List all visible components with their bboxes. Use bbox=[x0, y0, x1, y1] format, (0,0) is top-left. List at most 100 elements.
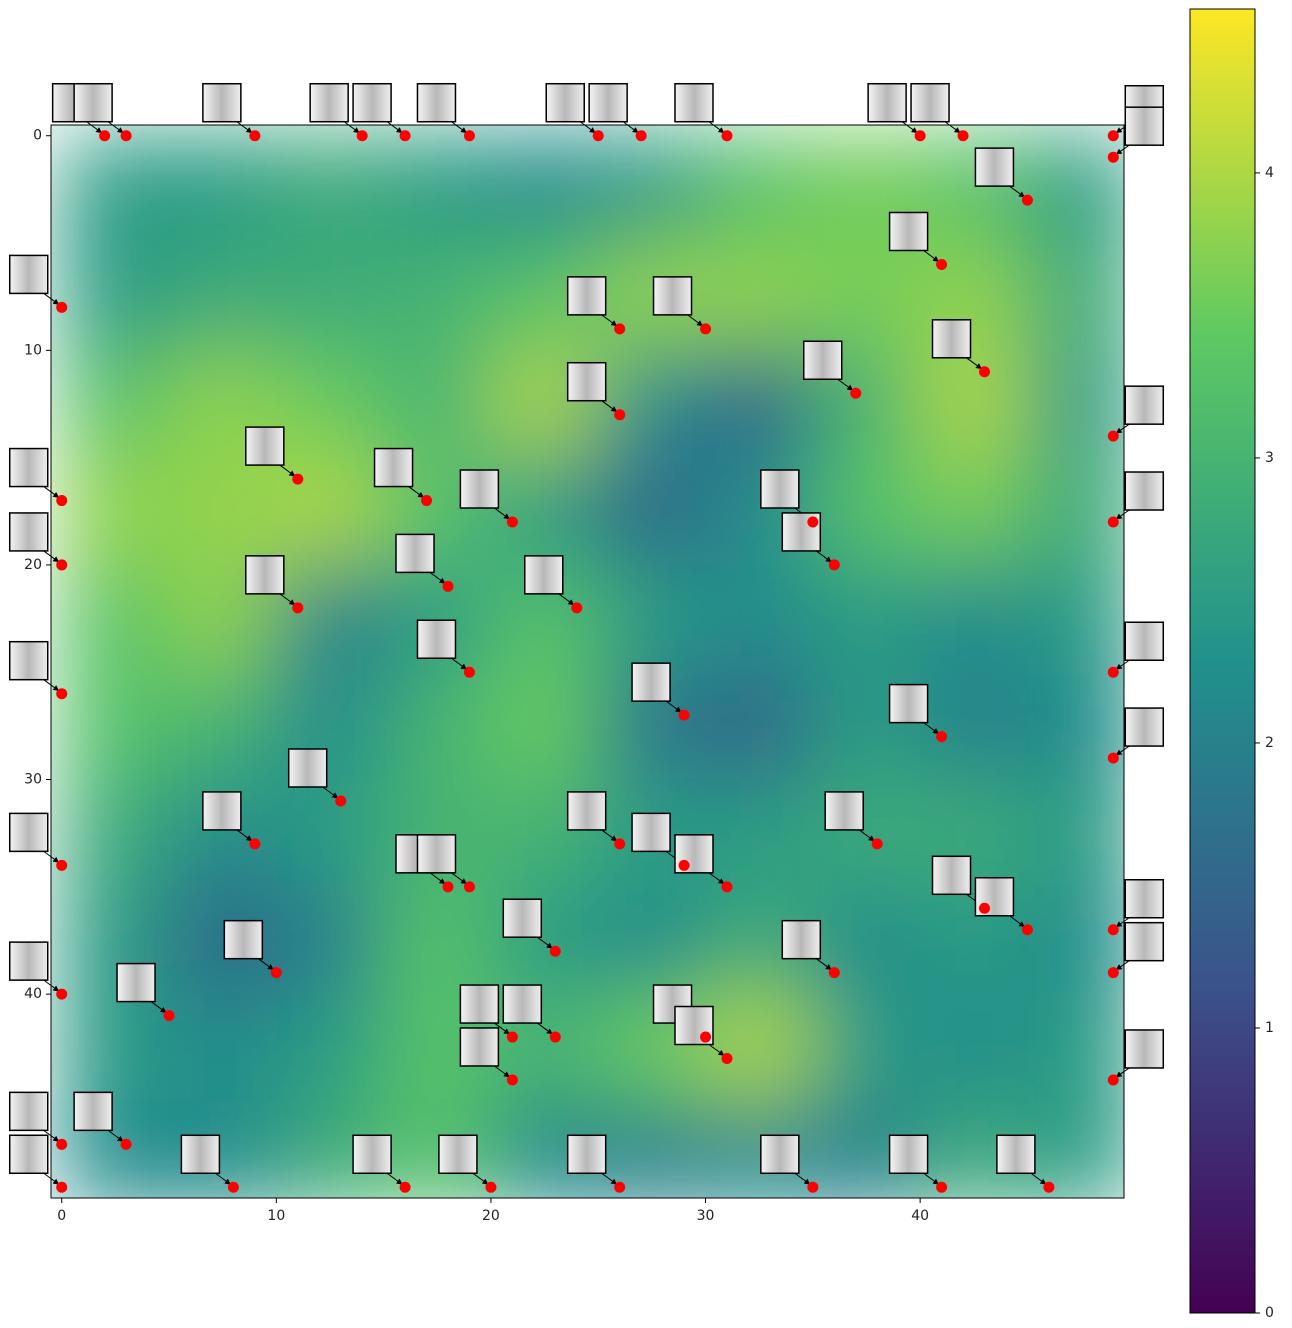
contour-cell bbox=[1026, 993, 1135, 1102]
contour-cell bbox=[1026, 564, 1135, 673]
contour-cell bbox=[812, 564, 921, 673]
contour-cell bbox=[1026, 135, 1135, 244]
thumbnail bbox=[890, 212, 928, 250]
point bbox=[1043, 1182, 1054, 1193]
contour-cell bbox=[705, 671, 814, 780]
point bbox=[1108, 517, 1119, 528]
contour-cell bbox=[490, 457, 599, 566]
thumbnail bbox=[568, 363, 606, 401]
point bbox=[228, 1182, 239, 1193]
contour-cell bbox=[705, 135, 814, 244]
contour-cell bbox=[812, 993, 921, 1102]
contour-cell bbox=[919, 671, 1028, 780]
thumbnail bbox=[997, 1135, 1035, 1173]
point bbox=[56, 302, 67, 313]
contour-cell bbox=[61, 779, 170, 888]
contour-cell bbox=[275, 242, 384, 351]
contour-cell bbox=[919, 349, 1028, 458]
point bbox=[807, 1182, 818, 1193]
thumbnail bbox=[825, 792, 863, 830]
annotation-arrow bbox=[344, 122, 359, 133]
thumbnail bbox=[396, 534, 434, 572]
point bbox=[56, 860, 67, 871]
point bbox=[56, 559, 67, 570]
annotation-arrow bbox=[451, 122, 466, 133]
point bbox=[829, 559, 840, 570]
point bbox=[636, 130, 647, 141]
contour-cell bbox=[490, 135, 599, 244]
point bbox=[56, 989, 67, 1000]
contour-cell bbox=[1026, 671, 1135, 780]
point bbox=[550, 946, 561, 957]
y-tick-label: 40 bbox=[24, 986, 42, 1002]
contour-cell bbox=[597, 457, 706, 566]
contour-cell bbox=[275, 564, 384, 673]
contour-cell bbox=[1026, 779, 1135, 888]
point bbox=[829, 967, 840, 978]
point bbox=[979, 903, 990, 914]
thumbnail bbox=[181, 1135, 219, 1173]
thumbnail bbox=[10, 449, 48, 487]
point bbox=[1108, 130, 1119, 141]
colorbar-tick-label: 0 bbox=[1265, 1305, 1274, 1321]
point bbox=[400, 130, 411, 141]
point bbox=[721, 1053, 732, 1064]
point bbox=[1108, 967, 1119, 978]
contour-cell bbox=[61, 135, 170, 244]
contour-cell bbox=[168, 457, 277, 566]
contour-cell bbox=[61, 349, 170, 458]
thumbnail bbox=[568, 792, 606, 830]
y-tick-label: 20 bbox=[24, 557, 42, 573]
y-tick-label: 30 bbox=[24, 772, 42, 788]
colorbar-tick-label: 1 bbox=[1265, 1020, 1274, 1036]
point bbox=[507, 1074, 518, 1085]
contour-cell bbox=[490, 671, 599, 780]
point bbox=[571, 602, 582, 613]
point bbox=[271, 967, 282, 978]
contour-cell bbox=[168, 135, 277, 244]
thumbnail bbox=[10, 642, 48, 680]
thumbnail bbox=[460, 985, 498, 1023]
point bbox=[721, 130, 732, 141]
contour-cell bbox=[705, 779, 814, 888]
contour-cell bbox=[383, 242, 492, 351]
contour-cell bbox=[919, 457, 1028, 566]
annotation-arrow bbox=[709, 122, 724, 133]
annotation-arrow bbox=[237, 122, 252, 133]
thumbnail bbox=[503, 985, 541, 1023]
point bbox=[915, 130, 926, 141]
thumbnail bbox=[782, 921, 820, 959]
thumbnail bbox=[675, 84, 713, 122]
annotation-arrow bbox=[387, 122, 402, 133]
contour-cell bbox=[61, 671, 170, 780]
colorbar-body bbox=[1190, 9, 1255, 1313]
thumbnail bbox=[117, 964, 155, 1002]
contour-cell bbox=[597, 564, 706, 673]
point bbox=[679, 860, 690, 871]
thumbnail bbox=[568, 1135, 606, 1173]
contour-cell bbox=[275, 349, 384, 458]
contour-cell bbox=[1026, 242, 1135, 351]
point bbox=[56, 1139, 67, 1150]
contour-cell bbox=[812, 457, 921, 566]
thumbnail bbox=[203, 84, 241, 122]
y-tick-label: 10 bbox=[24, 342, 42, 358]
thumbnail bbox=[589, 84, 627, 122]
thumbnail bbox=[246, 427, 284, 465]
thumbnail bbox=[933, 320, 971, 358]
point bbox=[614, 838, 625, 849]
point bbox=[679, 710, 690, 721]
thumbnail bbox=[1125, 923, 1163, 961]
thumbnail bbox=[868, 84, 906, 122]
point bbox=[357, 130, 368, 141]
contour-cell bbox=[168, 993, 277, 1102]
thumbnail bbox=[10, 942, 48, 980]
thumbnail bbox=[246, 556, 284, 594]
thumbnail bbox=[761, 470, 799, 508]
thumbnail bbox=[439, 1135, 477, 1173]
thumbnail bbox=[632, 663, 670, 701]
colorbar-tick-label: 3 bbox=[1265, 450, 1274, 466]
thumbnail bbox=[10, 813, 48, 851]
x-tick-label: 30 bbox=[697, 1208, 715, 1224]
thumbnail bbox=[503, 899, 541, 937]
